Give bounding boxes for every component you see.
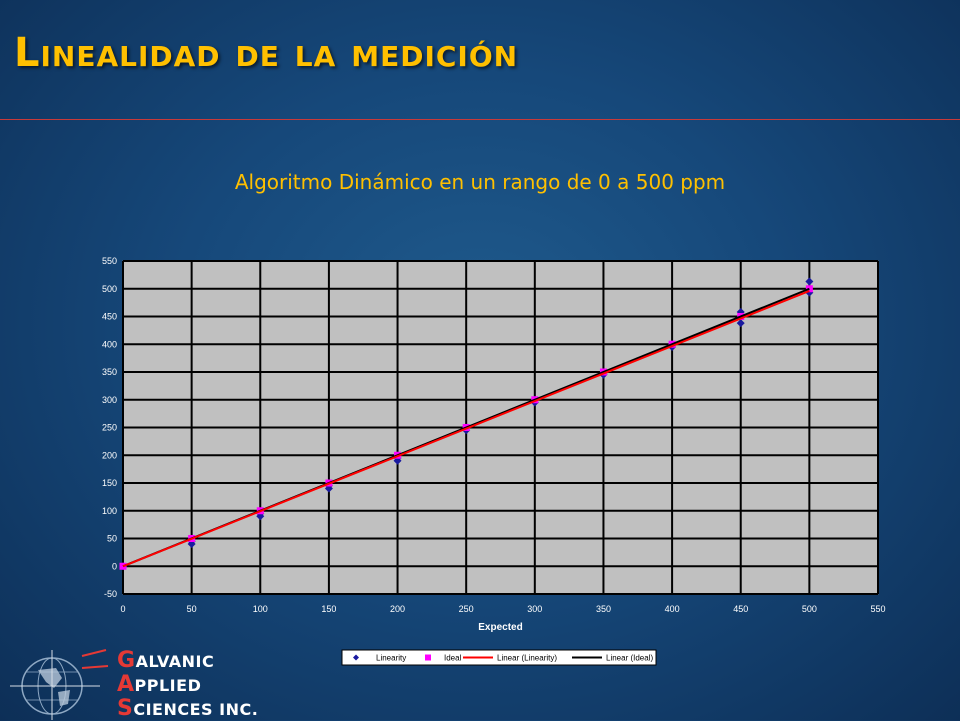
y-tick-label: 400 (102, 339, 117, 349)
x-tick-label: 0 (120, 604, 125, 614)
legend-label: Linearity (376, 654, 406, 663)
x-tick-label: 400 (665, 604, 680, 614)
y-tick-label: 450 (102, 312, 117, 322)
globe-icon (10, 649, 109, 720)
company-logo: GALVANIC APPLIED SCIENCES INC. (10, 648, 258, 721)
legend-marker-ideal (425, 654, 431, 661)
logo-line-galvanic: GALVANIC (117, 648, 215, 673)
x-tick-label: 200 (390, 604, 405, 614)
chart-subtitle: Algoritmo Dinámico en un rango de 0 a 50… (234, 170, 726, 194)
y-tick-label: 200 (102, 450, 117, 460)
x-tick-label: 150 (321, 604, 336, 614)
y-tick-label: 250 (102, 423, 117, 433)
x-tick-label: 100 (253, 604, 268, 614)
legend-label: Linear (Ideal) (606, 654, 653, 663)
y-tick-label: 150 (102, 478, 117, 488)
x-tick-label: 50 (187, 604, 197, 614)
title-divider (0, 119, 960, 120)
chart-legend: Linearity Ideal Linear (Linearity) Linear (… (341, 649, 657, 666)
x-tick-label: 450 (733, 604, 748, 614)
y-tick-label: 100 (102, 506, 117, 516)
y-tick-label: 350 (102, 367, 117, 377)
y-tick-label: -50 (104, 589, 117, 599)
trendline-linearity (122, 290, 810, 568)
linearity-point (805, 277, 814, 286)
x-tick-label: 300 (527, 604, 542, 614)
x-axis-label: Expected (478, 622, 522, 633)
legend-marker-linearity (353, 654, 359, 661)
slide-title: Linealidad de la medición (14, 30, 519, 76)
x-tick-label: 500 (802, 604, 817, 614)
legend-label: Linear (Linearity) (497, 654, 557, 663)
y-tick-label: 500 (102, 284, 117, 294)
legend-label: Ideal (444, 654, 462, 663)
x-tick-label: 550 (870, 604, 885, 614)
x-tick-label: 350 (596, 604, 611, 614)
y-tick-label: 50 (107, 534, 117, 544)
y-tick-label: 0 (112, 561, 117, 571)
logo-line-applied: APPLIED (117, 672, 202, 697)
logo-line-sciences: SCIENCES INC. (117, 696, 259, 721)
x-tick-label: 250 (459, 604, 474, 614)
legend-box (341, 649, 657, 666)
y-tick-label: 550 (102, 256, 117, 266)
y-tick-label: 300 (102, 395, 117, 405)
linearity-point (736, 319, 745, 328)
